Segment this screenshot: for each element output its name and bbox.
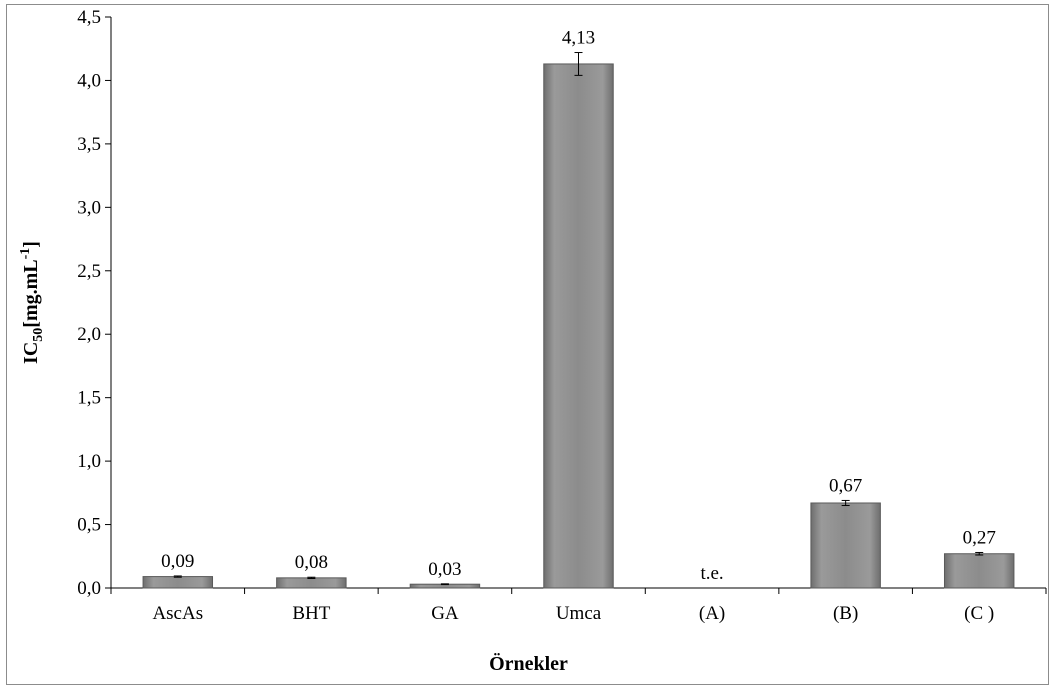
y-tick-label: 4,5 (77, 7, 101, 28)
y-tick-label: 0,0 (77, 578, 101, 599)
y-axis-title-text: IC50[mg.mL-1] (18, 241, 46, 364)
x-axis-title: Örnekler (489, 652, 568, 675)
axes: 0,0 0,5 1,0 1,5 2,0 2,5 3,0 3,5 4,0 4,5 (77, 7, 1047, 599)
data-label: 0,67 (829, 475, 862, 496)
x-category-label: AscAs (152, 603, 203, 624)
data-label: 0,27 (963, 527, 996, 548)
bar (943, 553, 1015, 589)
y-tick-label: 4,0 (77, 70, 101, 91)
data-label: 0,03 (428, 559, 461, 580)
x-category-label: GA (431, 603, 459, 624)
bar (810, 502, 881, 589)
x-category-label: Umca (556, 603, 602, 624)
y-tick-label: 3,0 (77, 197, 101, 218)
x-category-label: BHT (292, 603, 330, 624)
labels: 0,09 AscAs 0,08 BHT 0,03 GA 4,13 Umca t.e. (A) 0,6… (152, 28, 995, 624)
bar (276, 577, 347, 589)
bar (142, 576, 214, 589)
y-axis-title: IC50[mg.mL-1] (18, 241, 46, 364)
data-label: 0,08 (295, 552, 328, 573)
y-tick-label: 2,5 (77, 261, 101, 282)
y-tick-label: 0,5 (77, 515, 101, 536)
y-tick-label: 3,5 (77, 134, 101, 155)
y-tick-label: 1,0 (77, 451, 101, 472)
y-tick-label: 2,0 (77, 324, 101, 345)
x-category-label: (B) (833, 603, 858, 624)
x-category-label: (A) (699, 603, 725, 624)
y-tick-label: 1,5 (77, 388, 101, 409)
data-label: t.e. (700, 563, 723, 584)
bars (142, 52, 1015, 589)
data-label: 0,09 (161, 551, 194, 572)
bar (543, 63, 614, 589)
data-label: 4,13 (562, 28, 595, 49)
x-category-label: (C ) (964, 603, 994, 624)
